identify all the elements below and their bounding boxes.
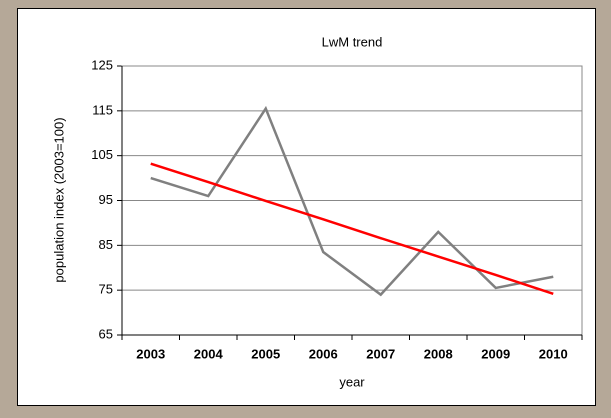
x-tick-label: 2007 xyxy=(366,346,395,361)
x-tick-label: 2003 xyxy=(136,346,165,361)
x-tick-label: 2004 xyxy=(194,346,224,361)
y-tick-label: 115 xyxy=(92,102,113,117)
y-tick-label: 85 xyxy=(99,237,113,252)
x-tick-label: 2009 xyxy=(481,346,510,361)
x-tick-label: 2005 xyxy=(251,346,280,361)
y-tick-label: 75 xyxy=(99,282,113,297)
chart-title: LwM trend xyxy=(322,34,383,49)
x-tick-label: 2010 xyxy=(539,346,568,361)
y-tick-label: 95 xyxy=(99,192,113,207)
x-tick-label: 2008 xyxy=(424,346,453,361)
x-tick-label: 2006 xyxy=(309,346,338,361)
series-line xyxy=(150,162,554,295)
series-line xyxy=(150,105,554,297)
y-tick-label: 105 xyxy=(91,147,113,162)
y-axis-label: population index (2003=100) xyxy=(51,117,66,282)
x-axis-label: year xyxy=(339,374,365,389)
y-tick-label: 125 xyxy=(91,57,113,72)
y-tick-label: 65 xyxy=(99,326,113,341)
